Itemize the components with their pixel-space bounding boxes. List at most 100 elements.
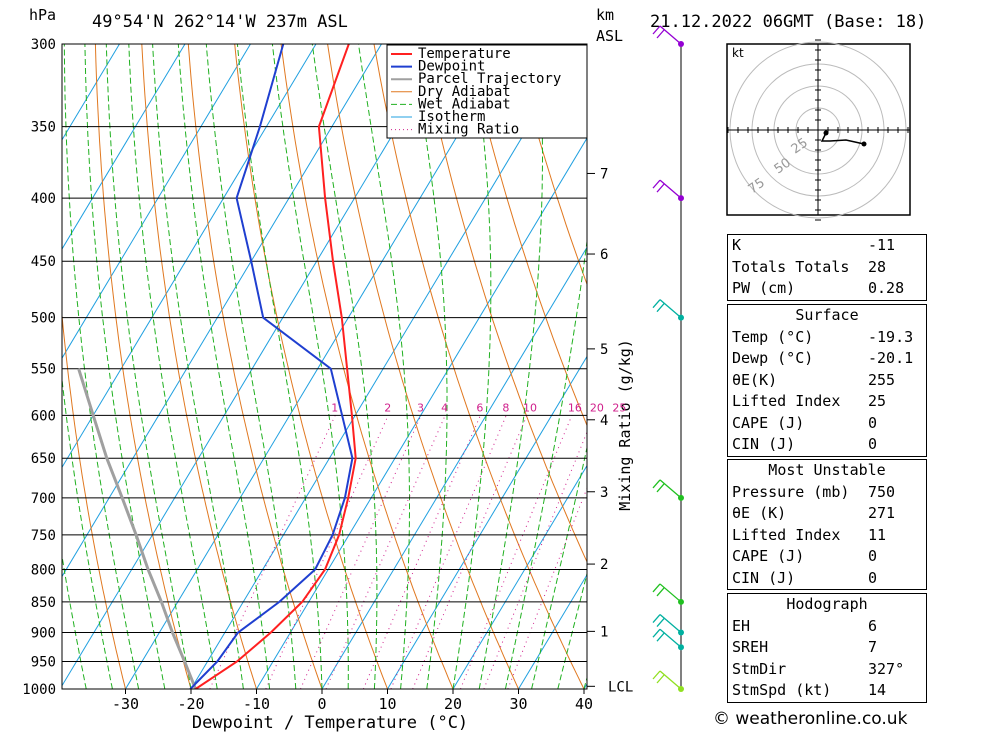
isotherm-line — [62, 44, 317, 469]
km-tick-label: 2 — [600, 557, 608, 573]
isotherm-line — [62, 44, 383, 578]
pressure-tick-label: 300 — [31, 37, 56, 53]
row-label: StmDir — [732, 659, 787, 678]
wind-barb-flag — [656, 303, 665, 313]
row-label: CAPE (J) — [732, 413, 805, 432]
km-tick-label: LCL — [608, 679, 633, 695]
table-row: Lifted Index 25 — [728, 391, 926, 413]
mixing-ratio-label: 3 — [417, 401, 424, 414]
wind-barb — [652, 583, 684, 605]
wet-adiabat-line — [504, 237, 587, 689]
wind-barb-shaft — [659, 628, 682, 648]
wet-adiabat-line — [205, 44, 297, 689]
wind-barb-shaft — [659, 670, 682, 690]
x-tick-label: 20 — [444, 695, 462, 713]
wet-adiabat-line — [84, 44, 166, 689]
mixing-ratio-line — [412, 415, 528, 689]
location-title: 49°54'N 262°14'W 237m ASL — [92, 12, 348, 32]
table-row: PW (cm) 0.28 — [728, 278, 926, 300]
row-label: θE(K) — [732, 370, 778, 389]
most-unstable-table: Most Unstable Pressure (mb) 750 θE (K) 271 Li… — [727, 459, 927, 590]
row-value: 750 — [868, 482, 896, 501]
table-row: CAPE (J) 0 — [728, 413, 926, 435]
wind-barb-flag — [652, 628, 661, 638]
wind-barb-flag — [656, 29, 665, 39]
table-title: Hodograph — [786, 595, 868, 613]
mixing-ratio-label: 25 — [612, 401, 626, 414]
legend-box — [386, 44, 588, 139]
row-value: 14 — [868, 681, 887, 699]
wet-adiabat-line — [62, 375, 113, 689]
x-tick-label: -30 — [112, 695, 139, 713]
table-row: θE(K) 255 — [728, 370, 926, 392]
datetime-title: 21.12.2022 06GMT (Base: 18) — [650, 12, 927, 32]
pressure-tick-label: 400 — [31, 191, 56, 207]
legend-entry: Parcel Trajectory — [418, 71, 561, 87]
wind-barb-flag — [656, 632, 665, 642]
row-value: 0 — [868, 435, 878, 453]
row-value: 25 — [868, 392, 887, 410]
km-tick-label: 4 — [600, 413, 608, 429]
wind-barb — [652, 25, 684, 47]
pressure-tick-label: 650 — [31, 451, 56, 467]
table-title: Most Unstable — [768, 461, 886, 479]
row-label: StmSpd (kt) — [732, 681, 832, 699]
legend-entry: Isotherm — [418, 109, 485, 125]
legend-entry: Wet Adiabat — [418, 96, 511, 112]
row-label: CIN (J) — [732, 568, 796, 587]
table-row: Lifted Index 11 — [728, 525, 926, 547]
table-row: K -11 — [728, 235, 926, 257]
mixing-ratio-line — [362, 415, 481, 689]
pressure-tick-label: 750 — [31, 528, 56, 544]
pressure-tick-label: 900 — [31, 626, 56, 642]
pressure-tick-label: 350 — [31, 120, 56, 136]
row-value: 28 — [868, 257, 887, 276]
dry-adiabat-line — [466, 44, 587, 427]
dry-adiabat-line — [419, 44, 587, 564]
row-value: 0 — [868, 568, 878, 587]
hodograph-trace — [820, 132, 865, 145]
wind-barb — [652, 479, 684, 501]
wind-barb-dot — [678, 195, 684, 202]
wet-adiabat-line — [152, 44, 244, 689]
table-row: Totals Totals 28 — [728, 257, 926, 279]
wind-barb-dot — [678, 314, 684, 321]
pressure-tick-label: 700 — [31, 491, 56, 507]
wind-barb-flag — [652, 479, 661, 489]
hodograph-unit: kt — [732, 46, 744, 60]
isotherm-line — [321, 246, 587, 689]
km-unit: km — [596, 6, 615, 24]
wet-adiabat-line — [478, 44, 543, 689]
wet-adiabat-line — [62, 553, 87, 689]
table-row: Temp (°C) -19.3 — [728, 327, 926, 349]
row-label: Totals Totals — [732, 257, 850, 276]
isotherm-line — [387, 355, 587, 689]
row-label: Lifted Index — [732, 392, 841, 410]
row-value: 271 — [868, 504, 896, 522]
mixing-ratio-label: 16 — [568, 401, 582, 414]
wind-barb-shaft — [659, 614, 682, 634]
wind-barb-flag — [656, 587, 665, 597]
mixing-ratio-label: 10 — [523, 401, 537, 414]
row-value: 0 — [868, 413, 878, 432]
x-axis-label: Dewpoint / Temperature (°C) — [192, 713, 468, 733]
x-tick-label: 30 — [509, 695, 527, 713]
legend-entry: Temperature — [418, 46, 511, 62]
table-row: Dewp (°C) -20.1 — [728, 348, 926, 370]
wet-adiabat-line — [311, 44, 378, 689]
wet-adiabat-line — [271, 44, 349, 689]
mixing-ratio-label: 4 — [441, 401, 448, 414]
row-value: -19.3 — [868, 327, 914, 346]
row-value: 7 — [868, 638, 878, 656]
table-row: CAPE (J) 0 — [728, 546, 926, 568]
wind-barb-shaft — [659, 299, 682, 319]
dry-adiabat-line — [234, 44, 388, 689]
wet-adiabat-line — [128, 44, 218, 689]
table-row: θE (K) 271 — [728, 503, 926, 525]
table-row: StmDir 327° — [728, 659, 926, 681]
row-value: -11 — [868, 236, 896, 254]
x-tick-label: -10 — [243, 695, 270, 713]
hodograph-point — [861, 141, 867, 147]
wind-barb-flag — [656, 618, 665, 627]
